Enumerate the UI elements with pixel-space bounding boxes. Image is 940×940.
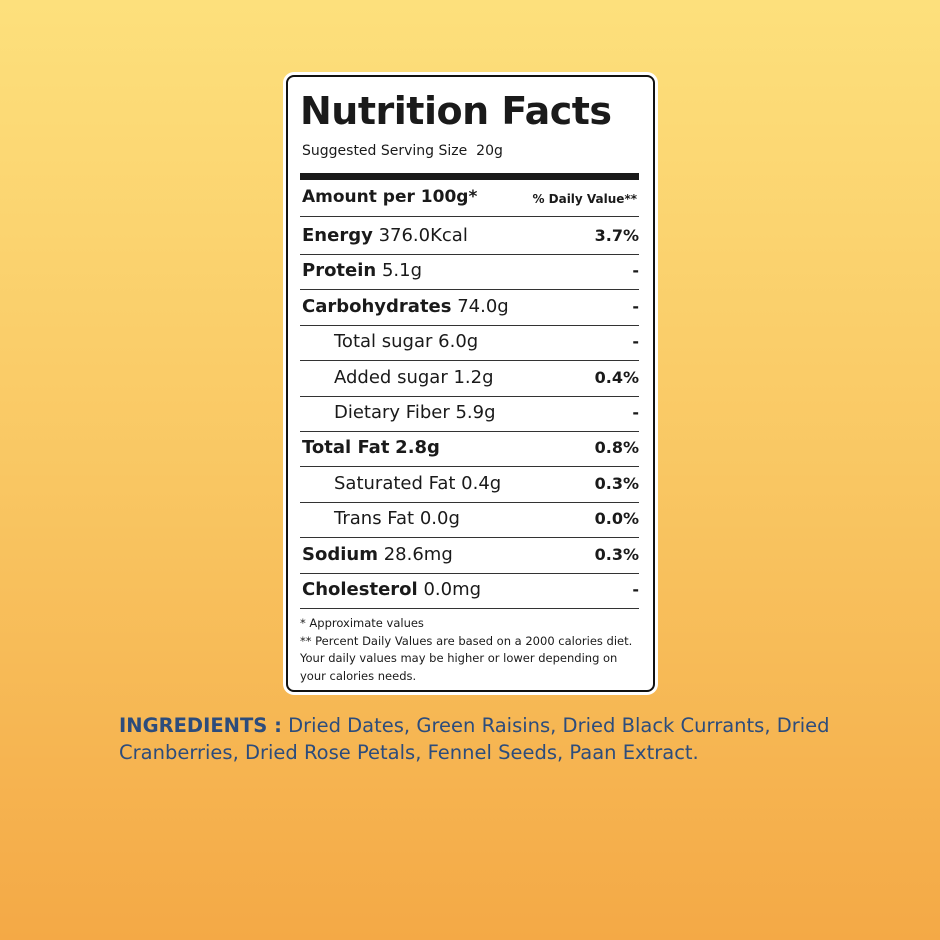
nutrient-row: Saturated Fat 0.4g 0.3% <box>300 467 639 503</box>
daily-value: 0.4% <box>594 367 639 387</box>
nutrient-name: Total sugar <box>334 331 433 353</box>
nutrient-row: Trans Fat 0.0g 0.0% <box>300 502 639 539</box>
nutrient: Cholesterol 0.0mg <box>302 579 481 600</box>
nutrient-name: Protein <box>302 260 377 282</box>
footnote: Your daily values may be higher or lower… <box>300 651 618 665</box>
nutrient-row: Total sugar 6.0g - <box>300 325 639 362</box>
nutrient: Added sugar 1.2g <box>334 367 494 388</box>
nutrient-amount: 5.9g <box>455 402 496 423</box>
footnote: * Approximate values <box>300 616 424 630</box>
nutrient: Saturated Fat 0.4g <box>334 473 501 494</box>
ingredients-label: INGREDIENTS : <box>119 714 282 737</box>
daily-value: 0.3% <box>594 473 639 493</box>
nutrition-label: Nutrition Facts Suggested Serving Size 2… <box>286 75 655 692</box>
nutrient-name: Cholesterol <box>302 579 418 600</box>
footnote: your calories needs. <box>300 668 417 683</box>
amount-header: Amount per 100g* <box>302 187 478 207</box>
nutrient-amount: 6.0g <box>438 331 479 353</box>
nutrient-row: Protein 5.1g - <box>300 254 639 291</box>
daily-value: - <box>632 403 639 422</box>
nutrient-name: Trans Fat <box>334 508 415 530</box>
title: Nutrition Facts <box>300 89 612 133</box>
nutrient-name: Added sugar <box>334 366 448 388</box>
nutrient: Protein 5.1g <box>302 260 422 281</box>
nutrient-name: Carbohydrates <box>302 295 452 317</box>
nutrient-name: Total Fat <box>302 437 390 459</box>
nutrient-name: Sodium <box>302 543 378 565</box>
thick-rule <box>300 173 639 180</box>
nutrient-amount: 74.0g <box>457 295 509 317</box>
nutrient-name: Energy <box>302 225 373 246</box>
footnotes: * Approximate values ** Percent Daily Val… <box>300 615 645 685</box>
daily-value: - <box>632 296 639 316</box>
nutrient-row: Total Fat 2.8g 0.8% <box>300 431 639 468</box>
nutrient-row: Cholesterol 0.0mg - <box>300 573 639 609</box>
nutrient: Trans Fat 0.0g <box>334 508 460 529</box>
daily-value: 0.0% <box>594 509 639 529</box>
nutrient-amount: 0.0mg <box>423 579 482 600</box>
nutrient-amount: 2.8g <box>395 437 440 459</box>
daily-value: - <box>632 580 639 599</box>
nutrient: Total Fat 2.8g <box>302 437 440 458</box>
nutrient-name: Saturated Fat <box>334 472 456 494</box>
nutrient: Sodium 28.6mg <box>302 544 453 565</box>
nutrient-row: Sodium 28.6mg 0.3% <box>300 538 639 574</box>
nutrient-row: Carbohydrates 74.0g - <box>300 290 639 326</box>
serving-size: Suggested Serving Size 20g <box>302 143 503 159</box>
nutrient-name: Dietary Fiber <box>334 402 450 423</box>
nutrient-row: Dietary Fiber 5.9g - <box>300 396 639 432</box>
nutrient: Dietary Fiber 5.9g <box>334 402 496 423</box>
nutrient-amount: 0.0g <box>419 508 460 530</box>
daily-value: 0.8% <box>594 438 639 458</box>
nutrient: Energy 376.0Kcal <box>302 225 468 246</box>
nutrient-row: Added sugar 1.2g 0.4% <box>300 361 639 397</box>
rule <box>300 216 639 217</box>
nutrient-amount: 0.4g <box>461 472 502 494</box>
nutrient-amount: 28.6mg <box>383 543 453 565</box>
nutrient: Carbohydrates 74.0g <box>302 296 509 317</box>
ingredients-text: Dried Dates, Green Raisins, Dried Black … <box>119 714 830 764</box>
daily-value: 3.7% <box>594 226 639 245</box>
daily-value: - <box>632 332 639 352</box>
nutrient: Total sugar 6.0g <box>334 331 478 352</box>
daily-value: 0.3% <box>594 544 639 564</box>
daily-value-header: % Daily Value** <box>532 192 637 206</box>
footnote: ** Percent Daily Values are based on a 2… <box>300 633 633 648</box>
nutrient-amount: 1.2g <box>453 366 494 388</box>
ingredients: INGREDIENTS : Dried Dates, Green Raisins… <box>119 712 839 766</box>
nutrient-amount: 376.0Kcal <box>378 225 468 246</box>
nutrient-row: Energy 376.0Kcal 3.7% <box>300 219 639 255</box>
nutrient-amount: 5.1g <box>381 260 423 282</box>
daily-value: - <box>632 261 639 281</box>
